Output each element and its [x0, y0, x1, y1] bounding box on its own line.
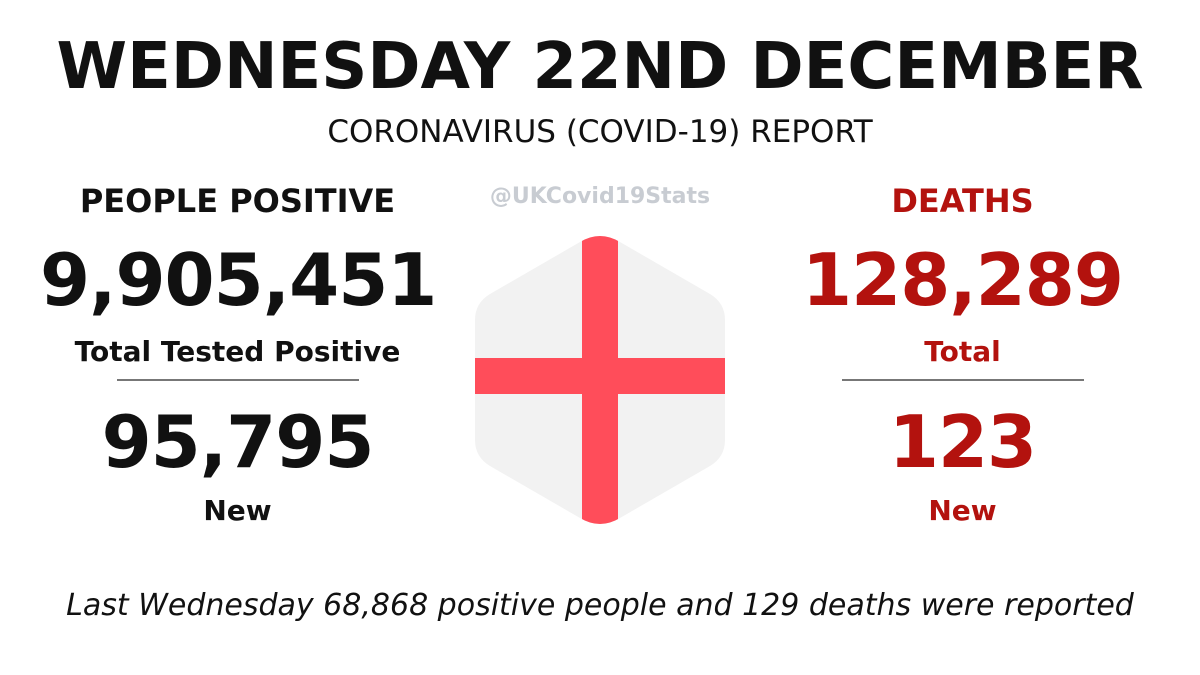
deaths-divider — [842, 379, 1084, 381]
positive-total-value: 9,905,451 — [40, 238, 437, 322]
footer-comparison-text: Last Wednesday 68,868 positive people an… — [66, 588, 1134, 623]
positive-new-label: New — [203, 494, 272, 527]
twitter-handle: @UKCovid19Stats — [489, 184, 711, 209]
deaths-new-label: New — [928, 494, 997, 527]
page-title: WEDNESDAY 22ND DECEMBER — [56, 30, 1144, 104]
deaths-new-value: 123 — [888, 400, 1037, 484]
flag-cross-horizontal — [475, 358, 725, 394]
deaths-heading: DEATHS — [891, 182, 1034, 220]
england-flag-hexagon-icon — [470, 230, 730, 530]
positive-total-label: Total Tested Positive — [74, 335, 401, 368]
positive-heading: PEOPLE POSITIVE — [79, 182, 396, 220]
positive-new-value: 95,795 — [101, 400, 375, 484]
deaths-total-label: Total — [924, 335, 1001, 368]
page-subtitle: CORONAVIRUS (COVID-19) REPORT — [327, 114, 873, 150]
deaths-total-value: 128,289 — [802, 238, 1124, 322]
positive-divider — [117, 379, 359, 381]
